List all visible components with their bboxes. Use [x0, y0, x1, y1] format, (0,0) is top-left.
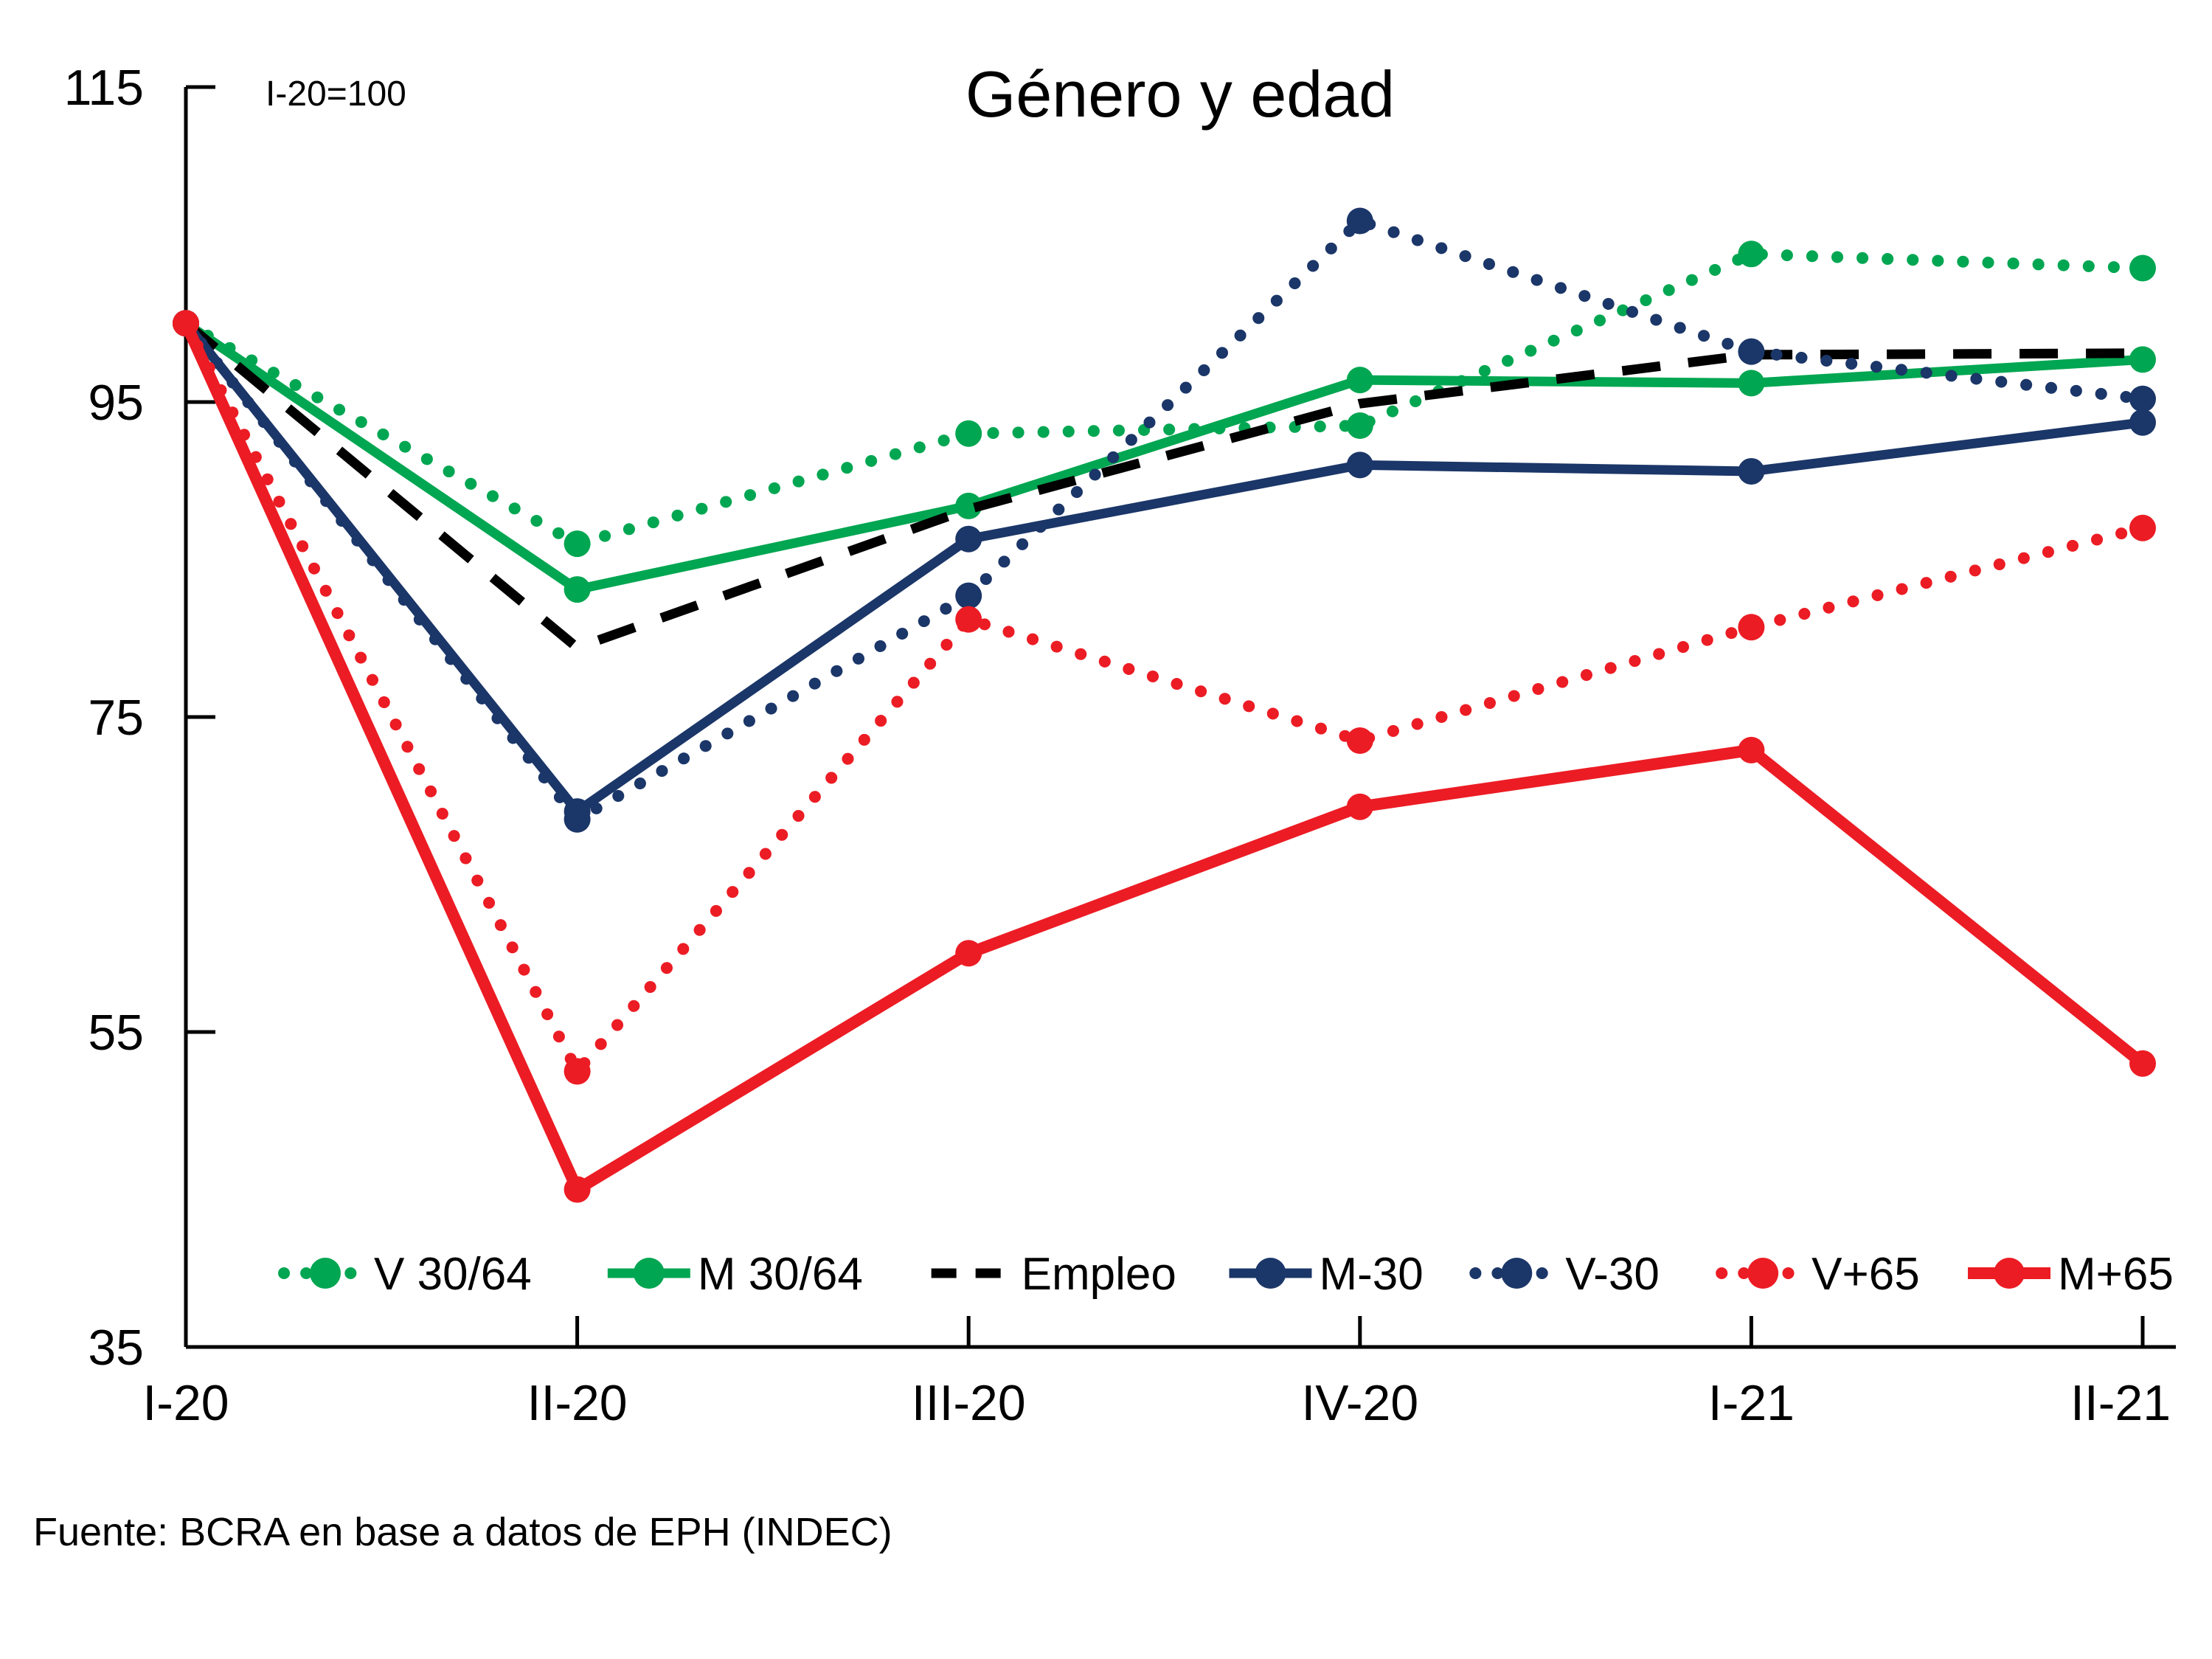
series-v-30-64	[173, 240, 2156, 558]
legend: V 30/64 M 30/64 Empleo M-30 V-30 V+65 M+65	[278, 1249, 2174, 1300]
legend-label: Empleo	[1022, 1249, 1176, 1300]
series-line	[180, 214, 2149, 828]
legend-item-empleo: Empleo	[931, 1249, 1176, 1300]
data-point	[173, 310, 199, 337]
x-axis-tick-label: I-20	[142, 1375, 229, 1431]
y-axis-tick-label: 95	[88, 375, 144, 431]
data-point	[564, 576, 591, 603]
data-point	[564, 806, 591, 833]
data-point	[955, 606, 982, 633]
data-point	[2129, 254, 2156, 282]
series-line	[182, 319, 2143, 654]
data-point	[955, 492, 982, 519]
data-point	[2129, 385, 2156, 412]
series-empleo	[182, 319, 2143, 654]
data-point	[1346, 412, 1373, 440]
legend-item-v-30: V-30	[1469, 1249, 1660, 1300]
legend-item-v-65: V+65	[1716, 1249, 1920, 1300]
data-point	[564, 1176, 591, 1203]
series-line	[180, 248, 2149, 550]
chart-title: Género y edad	[965, 58, 1395, 131]
x-axis-tick-label: II-21	[2070, 1375, 2171, 1431]
legend-label: V-30	[1565, 1249, 1660, 1300]
y-axis-tick-label: 35	[88, 1320, 144, 1376]
data-point	[2129, 1050, 2156, 1077]
series-line	[180, 317, 2149, 1082]
data-point	[955, 420, 982, 447]
data-point	[2129, 409, 2156, 436]
data-point	[1346, 451, 1373, 479]
legend-marker	[1994, 1258, 2025, 1289]
legend-item-m-30-64: M 30/64	[607, 1249, 863, 1300]
legend-label: M 30/64	[698, 1249, 863, 1300]
series-line	[183, 319, 2143, 595]
legend-marker	[1747, 1258, 1779, 1289]
legend-marker	[310, 1258, 341, 1289]
x-axis-tick-label: II-20	[527, 1375, 628, 1431]
data-series-layer	[173, 207, 2156, 1203]
axes: 115 95 75 55 35I-20 II-20 III-20 IV-20 I-21 II-21	[64, 60, 2176, 1431]
data-point	[1738, 736, 1765, 763]
legend-label: M+65	[2058, 1249, 2174, 1300]
legend-label: V+65	[1811, 1249, 1920, 1300]
series-line	[181, 320, 2143, 818]
data-point	[2129, 514, 2156, 541]
legend-item-m-65: M+65	[1968, 1249, 2174, 1300]
data-point	[2129, 346, 2156, 373]
legend-marker	[1255, 1258, 1286, 1289]
data-point	[1738, 240, 1765, 268]
legend-marker	[633, 1258, 665, 1289]
y-axis-tick-label: 115	[64, 60, 144, 116]
legend-marker	[1501, 1258, 1533, 1289]
series-line	[180, 320, 2147, 1199]
x-axis-tick-label: I-21	[1708, 1375, 1795, 1431]
data-point	[1346, 207, 1373, 235]
data-point	[1738, 614, 1765, 641]
legend-label: M-30	[1320, 1249, 1424, 1300]
x-axis-tick-label: III-20	[912, 1375, 1026, 1431]
legend-item-v-30-64: V 30/64	[278, 1249, 532, 1300]
data-point	[955, 525, 982, 553]
data-point	[1346, 367, 1373, 394]
data-point	[1738, 338, 1765, 365]
y-axis-tick-label: 75	[88, 690, 144, 746]
data-point	[564, 530, 591, 558]
index-base-note: I-20=100	[266, 75, 406, 114]
data-point	[955, 582, 982, 609]
series-m-30	[173, 310, 2156, 825]
data-point	[1738, 457, 1765, 485]
data-point	[1346, 727, 1373, 755]
x-axis-tick-label: IV-20	[1301, 1375, 1418, 1431]
legend-item-m-30: M-30	[1229, 1249, 1424, 1300]
data-point	[955, 940, 982, 967]
data-point	[564, 1058, 591, 1085]
legend-label: V 30/64	[374, 1249, 532, 1300]
data-point	[1346, 793, 1373, 820]
data-point	[1738, 370, 1765, 397]
source-note: Fuente: BCRA en base a datos de EPH (IND…	[33, 1510, 892, 1554]
series-m-65	[173, 310, 2156, 1203]
y-axis-tick-label: 55	[88, 1005, 144, 1061]
